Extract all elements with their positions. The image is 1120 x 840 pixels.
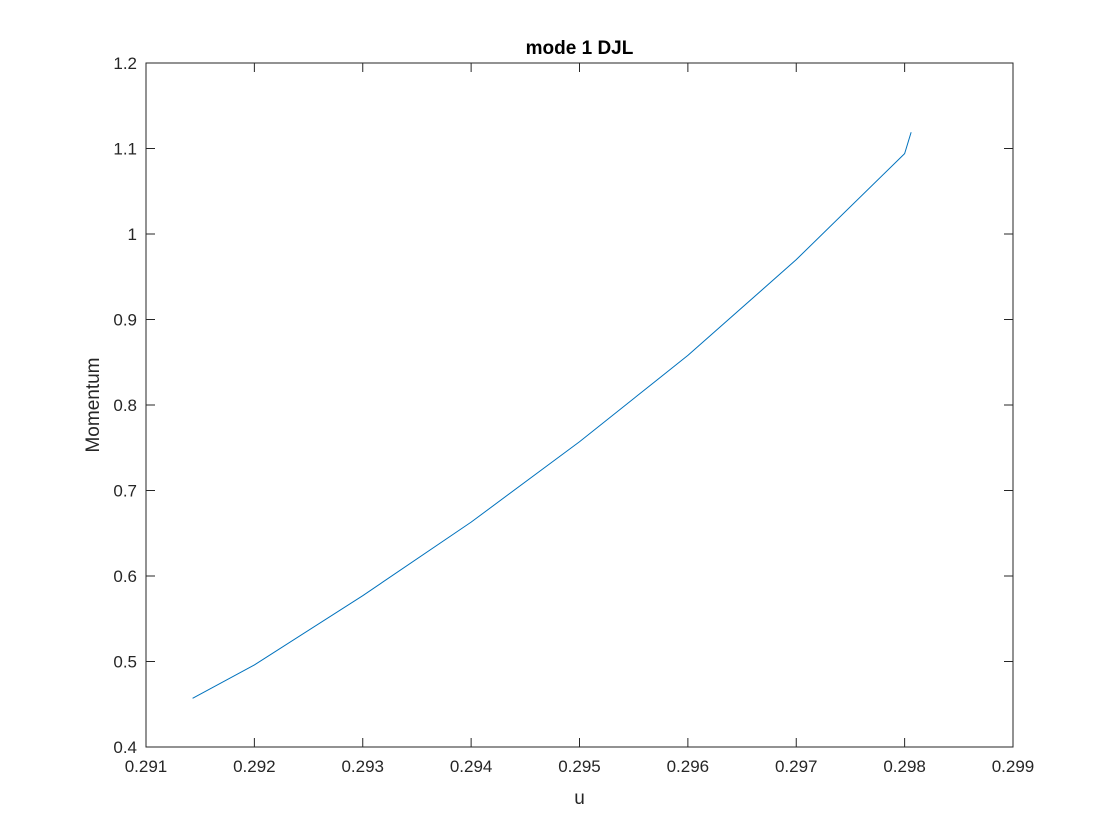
x-tick-label: 0.291 — [125, 757, 168, 776]
y-tick-label: 1.1 — [113, 140, 137, 159]
x-tick-label: 0.295 — [558, 757, 601, 776]
series-line — [192, 132, 912, 699]
y-tick-label: 0.4 — [113, 738, 137, 757]
x-tick-label: 0.293 — [341, 757, 384, 776]
x-tick-label: 0.298 — [883, 757, 926, 776]
y-tick-label: 0.6 — [113, 567, 137, 586]
y-tick-label: 1 — [128, 225, 137, 244]
series-layer — [192, 132, 912, 699]
y-tick-labels: 0.4 0.5 0.6 0.7 0.8 0.9 1 1.1 1.2 — [113, 54, 137, 757]
plot-area — [146, 63, 1013, 747]
y-tick-label: 0.7 — [113, 482, 137, 501]
axes-box — [145, 62, 1014, 748]
y-tick-label: 1.2 — [113, 54, 137, 73]
x-tick-label: 0.297 — [775, 757, 818, 776]
x-tick-label: 0.299 — [992, 757, 1035, 776]
y-tick-label: 0.8 — [113, 396, 137, 415]
x-axis-title: u — [574, 788, 585, 809]
x-tick-label: 0.292 — [233, 757, 276, 776]
y-tick-label: 0.9 — [113, 311, 137, 330]
x-tick-labels: 0.291 0.292 0.293 0.294 0.295 0.296 0.297 0.298… — [125, 757, 1035, 776]
x-tick-label: 0.296 — [667, 757, 710, 776]
x-tick-label: 0.294 — [450, 757, 493, 776]
y-tick-label: 0.5 — [113, 653, 137, 672]
chart-title: mode 1 DJL — [526, 38, 634, 59]
y-axis-title: Momentum — [83, 357, 104, 452]
